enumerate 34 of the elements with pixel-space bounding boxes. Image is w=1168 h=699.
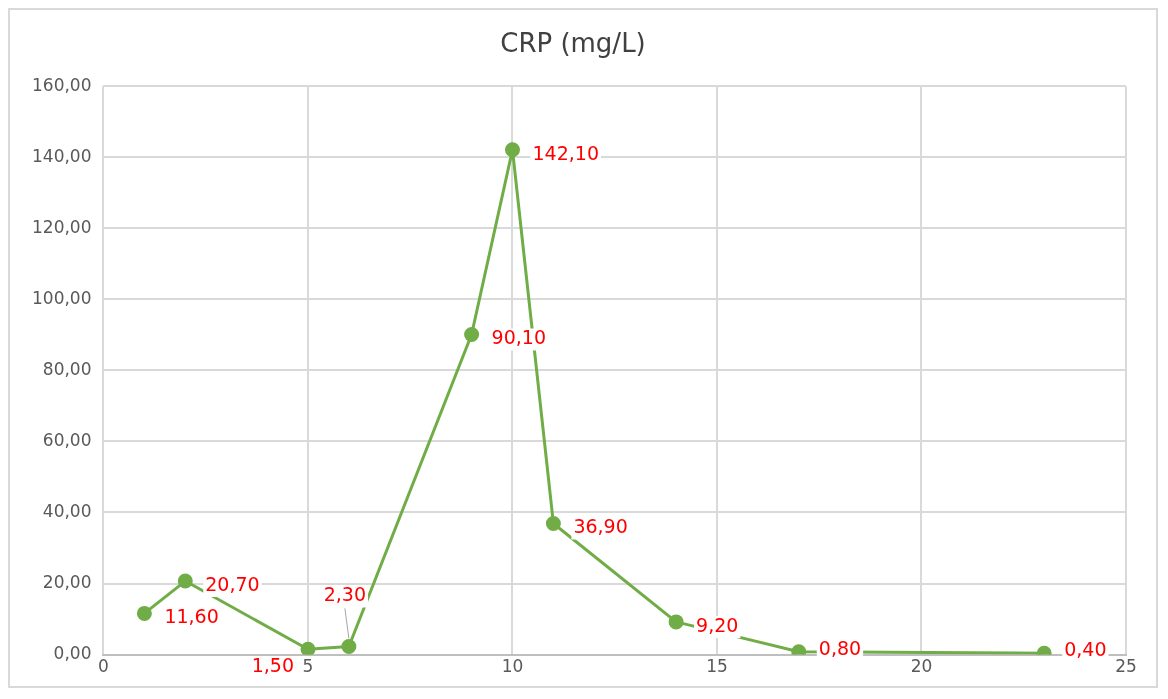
data-label: 2,30 [323,583,367,606]
data-label: 1,50 [251,654,294,677]
point [668,614,684,630]
x-tick-label: 25 [1115,656,1137,677]
y-tick-label: 160,00 [32,74,92,95]
data-label: 11,60 [164,605,219,628]
chart-title: CRP (mg/L) [500,28,646,59]
y-tick-label: 120,00 [32,216,92,237]
point [504,142,520,158]
point [545,516,561,532]
data-label: 0,40 [1064,638,1107,661]
data-label: 9,20 [696,613,739,636]
data-label: 90,10 [491,326,546,349]
y-tick-label: 80,00 [42,358,92,379]
point [136,605,152,621]
y-tick-label: 20,00 [42,571,92,592]
x-tick-label: 0 [98,656,109,677]
point [464,327,480,343]
x-tick-label: 20 [910,656,933,677]
x-tick-label: 15 [706,656,728,677]
y-tick-label: 0,00 [53,643,92,664]
y-tick-label: 60,00 [42,429,92,450]
point [300,641,316,655]
data-label: 20,70 [205,573,260,595]
y-tick-label: 40,00 [42,500,92,521]
data-label: 142,10 [532,141,599,164]
data-label: 36,90 [573,515,628,538]
x-tick-label: 5 [302,656,314,677]
y-tick-label: 100,00 [32,287,92,308]
point [177,573,193,589]
point [341,638,357,654]
x-tick-label: 10 [501,656,524,677]
data-label: 0,80 [818,636,862,659]
y-tick-label: 140,00 [32,145,92,166]
